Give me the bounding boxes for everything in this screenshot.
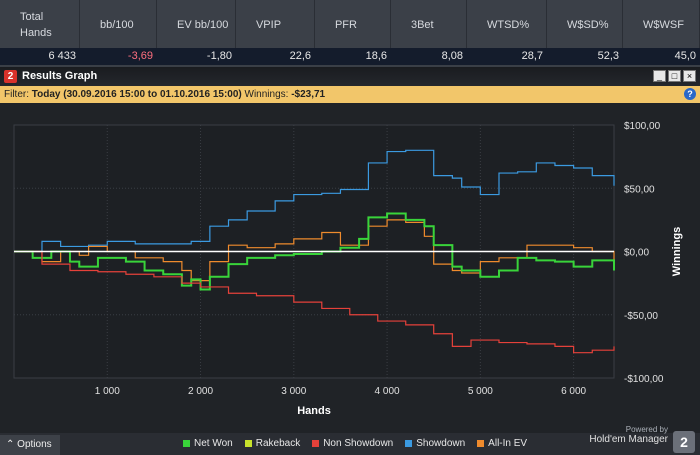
legend-item[interactable]: All-In EV: [477, 438, 527, 449]
x-tick-label: 5 000: [468, 386, 493, 397]
legend-swatch: [405, 440, 413, 447]
graph-footer: ⌃ Options Net Won Rakeback Non Showdown Sho…: [0, 425, 700, 455]
legend-swatch: [244, 440, 252, 447]
window-controls: _ □ ×: [653, 70, 696, 82]
x-tick-label: 2 000: [188, 386, 213, 397]
stat-header-label: PFR: [334, 19, 357, 31]
options-button[interactable]: ⌃ Options: [0, 435, 60, 455]
results-chart-svg: 1 000 2 000 3 000 4 000 5 000 6 000 $100,00 $50…: [13, 121, 683, 417]
stat-header-line: Hands: [20, 27, 52, 39]
stats-header-row: Total Hands bb/100 EV bb/100 VPIP PFR 3Bet WTSD…: [0, 0, 700, 48]
stat-value-pfr: 18,6: [365, 50, 387, 62]
y-tick-label: $50,00: [624, 184, 655, 195]
help-icon[interactable]: ?: [684, 88, 696, 100]
close-button[interactable]: ×: [683, 70, 696, 82]
legend-label: Non Showdown: [323, 438, 394, 449]
hm-logo-icon: 2: [4, 70, 17, 83]
stat-value-ev-bb-100: -1,80: [206, 50, 232, 62]
stats-table: Total Hands bb/100 EV bb/100 VPIP PFR 3Bet WTSD…: [0, 0, 700, 65]
stat-value-3bet: 8,08: [441, 50, 463, 62]
stat-header-label: EV bb/100: [176, 19, 229, 31]
winnings-label: Winnings:: [244, 89, 289, 100]
stat-value-total-hands: 6 433: [48, 50, 76, 62]
series-line-showdown: [14, 149, 615, 253]
results-chart: 1 000 2 000 3 000 4 000 5 000 6 000 $100,00 $50…: [0, 103, 700, 423]
maximize-button[interactable]: □: [668, 70, 681, 82]
y-tick-label: $100,00: [624, 121, 661, 132]
stat-header-label: W$WSF: [642, 19, 684, 31]
legend-label: All-In EV: [488, 438, 528, 449]
stat-value-wwsf: 45,0: [674, 50, 696, 62]
stat-header-label: W$SD%: [566, 19, 609, 31]
x-tick-label: 6 000: [561, 386, 586, 397]
x-tick-label: 4 000: [375, 386, 400, 397]
stat-header-total-hands[interactable]: Total Hands: [0, 0, 80, 48]
stat-value-bb-100: -3,69: [127, 50, 153, 62]
series-line-non-showdown: [14, 250, 615, 354]
stats-value-row: 6 433 -3,69 -1,80 22,6 18,6 8,08 28,7 52,3 45,0: [0, 48, 700, 65]
stat-header-wsd[interactable]: W$SD%: [547, 0, 623, 48]
stat-header-label: bb/100: [99, 19, 134, 31]
x-tick-label: 1 000: [95, 386, 120, 397]
hm2-logo-icon: 2: [673, 431, 695, 453]
stat-header-bb-100[interactable]: bb/100: [80, 0, 157, 48]
brand-name: Hold'em Manager: [589, 434, 668, 445]
minimize-button[interactable]: _: [653, 70, 666, 82]
filter-bar[interactable]: Filter: Today (30.09.2016 15:00 to 01.10…: [0, 86, 700, 103]
legend-swatch: [477, 440, 485, 447]
stat-header-label: WTSD%: [486, 19, 530, 31]
series-line-all-in-ev: [14, 219, 615, 282]
legend-item[interactable]: Showdown: [405, 438, 465, 449]
x-axis-label: Hands: [297, 405, 331, 417]
legend-swatch: [183, 440, 190, 447]
stat-header-wtsd[interactable]: WTSD%: [467, 0, 547, 48]
stat-header-3bet[interactable]: 3Bet: [391, 0, 467, 48]
winnings-value: -$23,71: [291, 89, 326, 100]
stat-value-wsd: 52,3: [597, 50, 619, 62]
stat-value-vpip: 22,6: [289, 50, 311, 62]
x-tick-label: 3 000: [281, 386, 306, 397]
y-tick-label: $0,00: [624, 248, 649, 259]
stat-header-line: Total: [20, 11, 44, 23]
legend-item[interactable]: Rakeback: [244, 438, 301, 449]
stat-header-vpip[interactable]: VPIP: [236, 0, 315, 48]
filter-range[interactable]: Today (30.09.2016 15:00 to 01.10.2016 15…: [31, 89, 242, 100]
stat-header-label: VPIP: [255, 19, 282, 31]
legend-item[interactable]: Net Won: [183, 438, 233, 449]
filter-label: Filter:: [4, 89, 29, 100]
stat-header-wwsf[interactable]: W$WSF: [623, 0, 700, 48]
results-graph-window: 2 Results Graph _ □ × Filter: Today (30.…: [0, 67, 700, 455]
brand: Powered by Hold'em Manager: [589, 425, 668, 445]
stat-header-ev-bb-100[interactable]: EV bb/100: [157, 0, 236, 48]
legend-item[interactable]: Non Showdown: [312, 438, 393, 449]
stat-header-pfr[interactable]: PFR: [315, 0, 391, 48]
window-titlebar[interactable]: 2 Results Graph _ □ ×: [0, 67, 700, 86]
stat-value-wtsd: 28,7: [521, 50, 543, 62]
y-tick-label: -$100,00: [624, 374, 664, 385]
powered-by-text: Powered by: [625, 425, 668, 434]
window-title: Results Graph: [22, 70, 98, 82]
legend-swatch: [312, 440, 320, 447]
y-axis-label: Winnings: [671, 227, 683, 276]
legend-label: Net Won: [194, 438, 233, 449]
stat-header-label: 3Bet: [410, 19, 434, 31]
options-label: Options: [17, 439, 52, 450]
legend-label: Rakeback: [255, 438, 301, 449]
chart-legend: Net Won Rakeback Non Showdown Showdown All-I…: [183, 438, 527, 449]
y-tick-label: -$50,00: [624, 311, 658, 322]
chevron-up-icon: ⌃: [6, 439, 15, 450]
legend-label: Showdown: [416, 438, 466, 449]
